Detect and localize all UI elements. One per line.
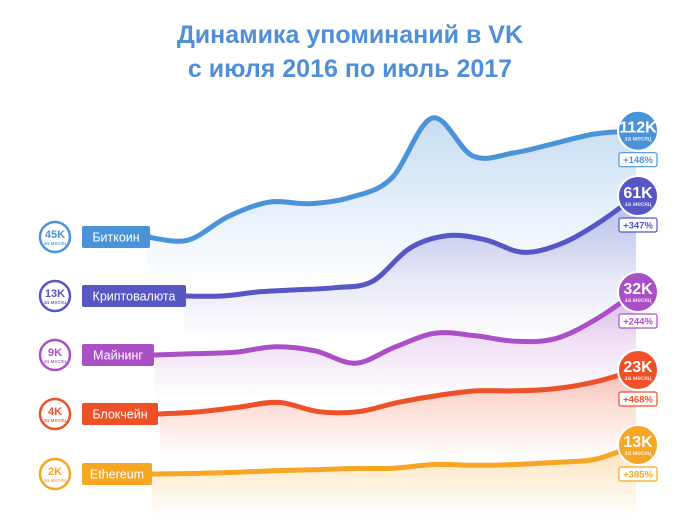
- end-value-unit: за месяц: [625, 201, 652, 208]
- chart-title-line1: Динамика упоминаний в VK: [176, 21, 524, 49]
- end-value-unit: за месяц: [625, 375, 652, 382]
- end-value-label: 23K: [623, 359, 653, 376]
- start-value-circle: [38, 338, 72, 372]
- series-name-tag: [82, 226, 150, 248]
- start-value-circle: [38, 220, 72, 254]
- area-fill-1: [147, 117, 636, 282]
- change-label: +244%: [623, 317, 653, 328]
- end-value-circle: [617, 109, 659, 152]
- change-badge: [618, 217, 658, 233]
- end-value-circle: [617, 175, 659, 217]
- series-line: [157, 367, 639, 417]
- start-value-unit: за месяц: [44, 478, 68, 484]
- series-name-label: Ethereum: [90, 468, 144, 482]
- series-name-tag: [82, 285, 186, 307]
- area-fill-5: [152, 445, 636, 519]
- area-fill-3: [155, 292, 636, 400]
- end-value-label: 13K: [623, 434, 653, 451]
- start-value-label: 45K: [45, 229, 65, 241]
- start-value-unit: за месяц: [44, 418, 68, 424]
- series-name-tag: [82, 344, 154, 366]
- start-value-circle: [38, 457, 72, 491]
- series-name-label: Блокчейн: [92, 408, 147, 422]
- change-badge: [618, 152, 658, 168]
- change-label: +468%: [623, 395, 653, 406]
- series-name-label: Биткоин: [92, 231, 139, 245]
- series-name-tag: [82, 403, 158, 425]
- end-value-label: 112K: [619, 120, 657, 137]
- start-value-unit: за месяц: [44, 359, 68, 365]
- end-value-unit: за месяц: [625, 136, 652, 143]
- change-badge: [618, 391, 658, 407]
- change-label: +347%: [623, 221, 653, 232]
- start-value-unit: за месяц: [44, 241, 68, 247]
- series-line: [144, 115, 639, 244]
- series-name-label: Майнинг: [93, 349, 143, 363]
- end-value-label: 32K: [623, 281, 653, 298]
- start-value-unit: за месяц: [44, 300, 68, 306]
- series-name-label: Криптовалюта: [93, 290, 176, 304]
- start-value-label: 2K: [48, 466, 62, 478]
- series-line: [149, 442, 639, 477]
- end-value-circle: [617, 271, 659, 313]
- change-label: +148%: [623, 155, 653, 166]
- end-value-circle: [617, 424, 659, 466]
- series-line: [181, 193, 639, 299]
- change-badge: [618, 313, 658, 329]
- chart-title-line2: с июля 2016 по июль 2017: [187, 55, 513, 83]
- start-value-label: 13K: [45, 288, 65, 300]
- end-value-unit: за месяц: [625, 450, 652, 457]
- series-name-tag: [82, 463, 152, 485]
- series-line: [152, 289, 639, 366]
- start-value-label: 4K: [48, 406, 62, 418]
- start-value-label: 9K: [48, 347, 62, 359]
- end-value-unit: за месяц: [625, 297, 652, 304]
- change-label: +385%: [623, 470, 653, 481]
- change-badge: [618, 466, 658, 482]
- end-value-label: 61K: [623, 185, 653, 202]
- start-value-circle: [38, 397, 72, 431]
- end-value-circle: [617, 349, 659, 391]
- start-value-circle: [38, 279, 72, 313]
